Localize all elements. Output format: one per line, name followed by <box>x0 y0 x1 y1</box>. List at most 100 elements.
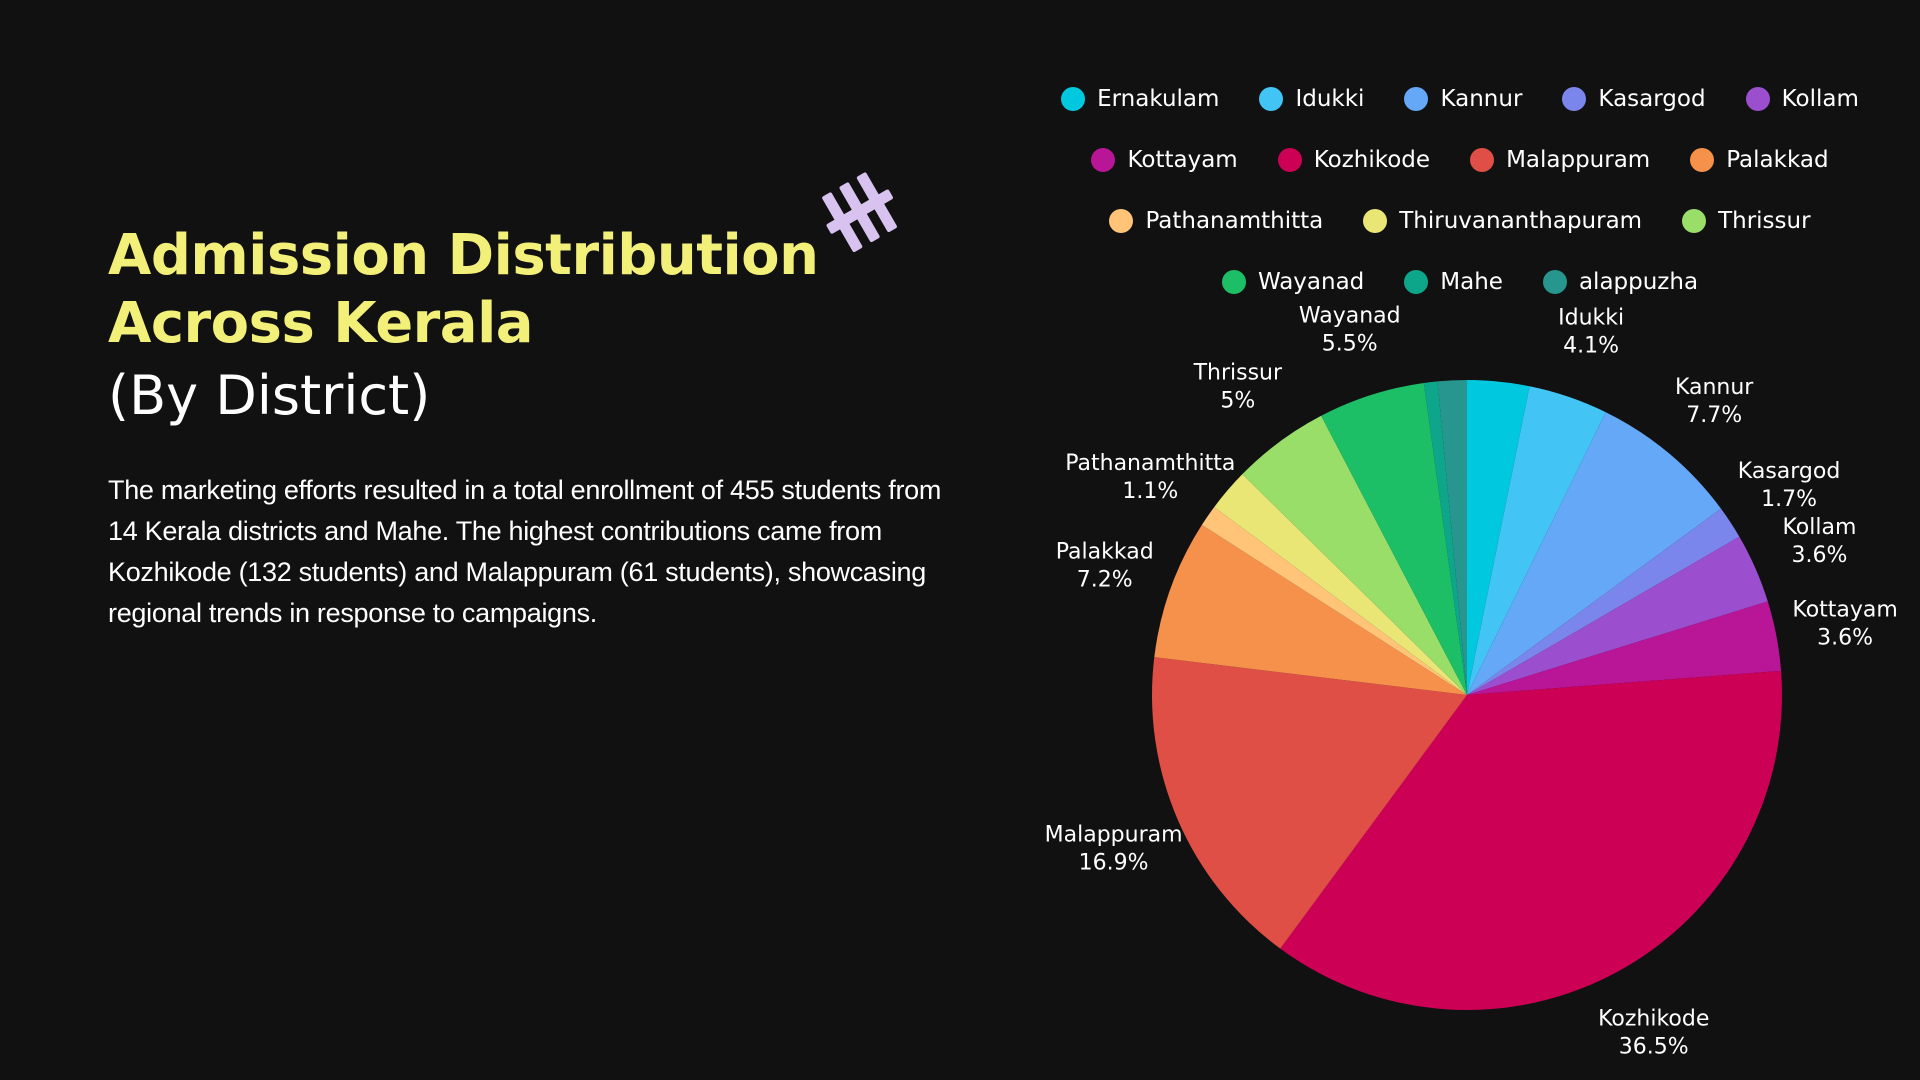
legend-item[interactable]: Pathanamthitta <box>1109 204 1323 237</box>
legend-label: Kozhikode <box>1313 146 1431 173</box>
pie-data-label: Kollam 3.6% <box>1782 515 1856 568</box>
legend-label: Pathanamthitta <box>1145 207 1324 234</box>
legend-swatch <box>1109 208 1134 233</box>
description-paragraph: The marketing efforts resulted in a tota… <box>108 475 942 628</box>
pie-label-name: Kozhikode <box>1598 1007 1709 1032</box>
legend-swatch <box>1542 269 1567 294</box>
legend-label: Mahe <box>1440 268 1503 295</box>
legend-label: Kasargod <box>1598 85 1706 112</box>
pie-slice-idukki[interactable] <box>1467 386 1606 695</box>
legend-label: Wayanad <box>1257 268 1365 295</box>
legend-item[interactable]: Ernakulam <box>1061 82 1219 115</box>
legend-label: Palakkad <box>1726 146 1829 173</box>
legend-item[interactable]: Idukki <box>1259 82 1364 115</box>
pie-data-label: Wayanad 5.5% <box>1299 303 1401 356</box>
pie-label-name: Kasargod <box>1738 459 1841 484</box>
legend-item[interactable]: Thiruvananthapuram <box>1363 204 1642 237</box>
pie-label-percent: 3.6% <box>1817 626 1873 651</box>
pie-data-label: Palakkad 7.2% <box>1056 540 1154 593</box>
pie-label-name: Wayanad <box>1299 303 1401 328</box>
legend-swatch <box>1061 86 1086 111</box>
legend-swatch <box>1404 269 1429 294</box>
chart-legend: Ernakulam Idukki Kannur Kasargod Kollam Kotta… <box>1040 82 1880 298</box>
legend-swatch <box>1277 147 1302 172</box>
pie-slice-pathanamthitta[interactable] <box>1201 507 1467 695</box>
pie-label-percent: 1.1% <box>1122 479 1178 504</box>
pie-label-name: Thrissur <box>1193 361 1283 386</box>
legend-item[interactable]: Mahe <box>1404 265 1503 298</box>
legend-item[interactable]: Malappuram <box>1470 143 1650 176</box>
legend-item[interactable]: alappuzha <box>1542 265 1699 298</box>
legend-swatch <box>1690 147 1715 172</box>
pie-label-name: Malappuram <box>1045 823 1183 848</box>
legend-swatch <box>1221 269 1246 294</box>
legend-label: Idukki <box>1295 85 1365 112</box>
pie-label-name: Kannur <box>1675 375 1754 400</box>
pie-slice-kasargod[interactable] <box>1467 508 1740 695</box>
stylized-h-logo-icon <box>822 172 897 252</box>
legend-swatch <box>1682 208 1707 233</box>
pie-data-label: Kannur 7.7% <box>1675 375 1754 428</box>
pie-label-percent: 7.2% <box>1077 568 1133 593</box>
legend-label: Thrissur <box>1718 207 1811 234</box>
pie-data-label: Malappuram 16.9% <box>1045 823 1183 876</box>
pie-slice-kottayam[interactable] <box>1467 601 1782 695</box>
legend-label: Ernakulam <box>1097 85 1220 112</box>
pie-label-percent: 36.5% <box>1619 1035 1689 1060</box>
pie-data-label: Kasargod 1.7% <box>1738 459 1841 512</box>
legend-label: Kollam <box>1781 85 1859 112</box>
legend-swatch <box>1562 86 1587 111</box>
legend-item[interactable]: Kannur <box>1404 82 1522 115</box>
legend-item[interactable]: Thrissur <box>1682 204 1811 237</box>
legend-label: Malappuram <box>1506 146 1651 173</box>
chart-subtitle: (By District) <box>108 364 431 427</box>
pie-data-label: Idukki 4.1% <box>1558 306 1624 359</box>
legend-label: alappuzha <box>1578 268 1699 295</box>
pie-slice-wayanad[interactable] <box>1321 382 1467 695</box>
pie-data-label: Thrissur 5% <box>1193 361 1283 414</box>
legend-item[interactable]: Kottayam <box>1091 143 1238 176</box>
legend-swatch <box>1259 86 1284 111</box>
pie-label-percent: 1.7% <box>1761 487 1817 512</box>
pie-slice-alappuzha[interactable] <box>1437 380 1467 695</box>
pie-slice-kollam[interactable] <box>1467 536 1768 695</box>
pie-label-percent: 7.7% <box>1686 403 1742 428</box>
pie-label-name: Pathanamthitta <box>1065 451 1235 476</box>
legend-swatch <box>1404 86 1429 111</box>
legend-item[interactable]: Kollam <box>1745 82 1859 115</box>
pie-data-label: Kottayam 3.6% <box>1792 598 1897 651</box>
legend-swatch <box>1091 147 1116 172</box>
legend-swatch <box>1470 147 1495 172</box>
pie-label-name: Idukki <box>1558 306 1624 331</box>
title-line-2: Across Kerala <box>108 291 534 356</box>
legend-item[interactable]: Wayanad <box>1221 265 1365 298</box>
pie-label-name: Kottayam <box>1792 598 1897 623</box>
chart-title: Admission Distribution Across Kerala <box>108 222 819 358</box>
legend-label: Kannur <box>1440 85 1523 112</box>
legend-item[interactable]: Kozhikode <box>1277 143 1431 176</box>
pie-slice-kozhikode[interactable] <box>1280 670 1782 1010</box>
pie-label-percent: 16.9% <box>1079 851 1149 876</box>
pie-label-percent: 5% <box>1220 389 1255 414</box>
title-line-1: Admission Distribution <box>108 223 819 288</box>
pie-label-percent: 3.6% <box>1791 543 1847 568</box>
pie-slice-kannur[interactable] <box>1467 412 1721 695</box>
pie-label-name: Kollam <box>1782 515 1856 540</box>
pie-label-percent: 5.5% <box>1322 331 1378 356</box>
pie-data-label: Kozhikode 36.5% <box>1598 1007 1709 1060</box>
pie-slice-malappuram[interactable] <box>1152 657 1467 949</box>
pie-label-name: Palakkad <box>1056 540 1154 565</box>
pie-slice-thrissur[interactable] <box>1242 415 1467 695</box>
legend-item[interactable]: Kasargod <box>1562 82 1706 115</box>
pie-slice-ernakulam[interactable] <box>1467 380 1530 695</box>
legend-item[interactable]: Palakkad <box>1690 143 1829 176</box>
legend-label: Kottayam <box>1127 146 1238 173</box>
pie-label-percent: 4.1% <box>1563 334 1619 359</box>
pie-slice-mahe[interactable] <box>1423 381 1467 695</box>
pie-slice-palakkad[interactable] <box>1154 524 1467 695</box>
pie-labels: Idukki 4.1% Kannur 7.7% Kasargod 1.7% Kollam 3.… <box>1045 303 1898 1059</box>
pie-data-label: Pathanamthitta 1.1% <box>1065 451 1235 504</box>
pie-slice-thiruvananthapuram[interactable] <box>1214 474 1467 695</box>
pie-slices <box>1152 380 1782 1010</box>
